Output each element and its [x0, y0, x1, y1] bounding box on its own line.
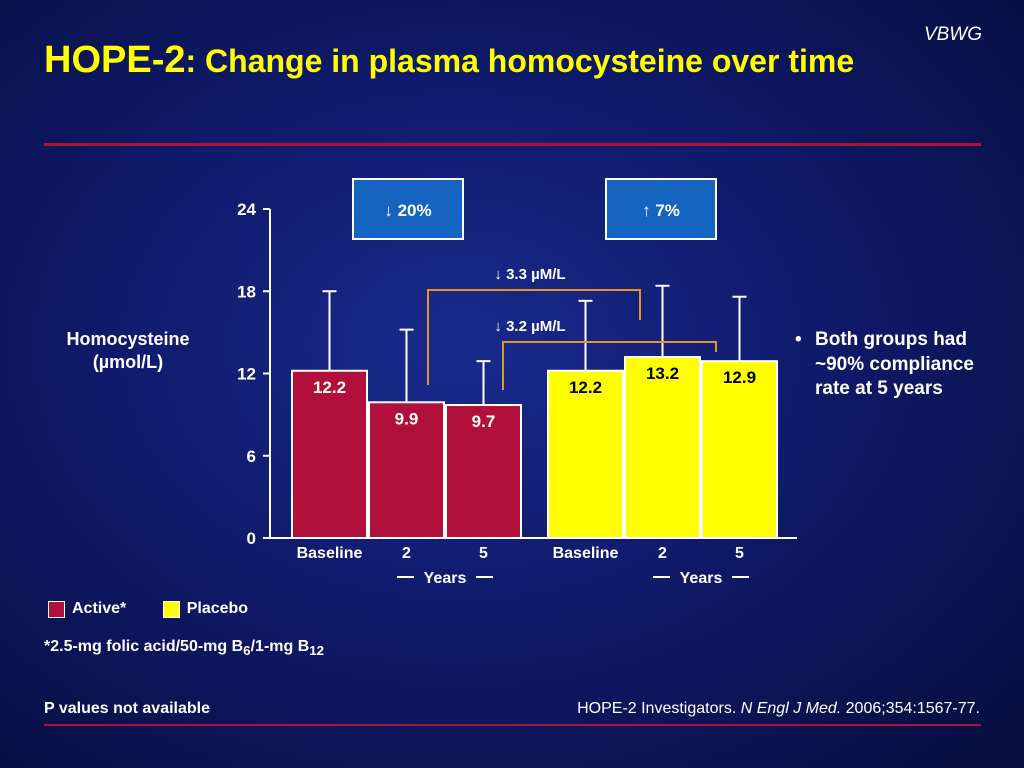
brand-label: VBWG [923, 24, 982, 45]
bar [445, 404, 522, 540]
y-axis-label-line2: (µmol/L) [92, 352, 164, 373]
bottom-divider [44, 724, 981, 726]
bullet-point: • Both groups had ~90% compliance rate a… [795, 328, 995, 402]
x-tick-label: 5 [479, 545, 488, 562]
bar-value-label: 12.2 [313, 378, 346, 397]
legend-item-placebo: Placebo [162, 600, 249, 618]
legend-label-placebo: Placebo [186, 600, 249, 617]
bar [624, 356, 701, 539]
x-tick-label: Baseline [297, 545, 363, 562]
footnote-sub-b6: 6 [243, 643, 251, 659]
citation-authors: HOPE-2 Investigators. [577, 700, 741, 717]
bar-value-label: 12.9 [723, 368, 756, 387]
footnote-text: *2.5-mg folic acid/50-mg B [44, 638, 244, 655]
dosage-footnote: *2.5-mg folic acid/50-mg B6/1-mg B12 [44, 638, 324, 658]
citation-journal: N Engl J Med. [740, 700, 842, 717]
comparison-label: ↓ 3.3 µM/L [494, 266, 565, 283]
bar [701, 360, 778, 539]
y-tick-label: 6 [247, 447, 256, 466]
bar-value-label: 9.9 [395, 409, 419, 428]
slide-title: HOPE-2: Change in plasma homocysteine ov… [44, 38, 944, 83]
bar [291, 369, 368, 539]
y-tick-label: 24 [237, 200, 256, 219]
bullet-text: Both groups had ~90% compliance rate at … [815, 329, 974, 400]
x-tick-label: Baseline [553, 545, 619, 562]
y-tick-label: 0 [247, 529, 256, 548]
years-caption: Years [424, 570, 467, 587]
legend-item-active: Active* [48, 600, 126, 618]
bar-value-label: 9.7 [472, 412, 496, 431]
change-box [605, 178, 717, 240]
x-tick-label: 2 [402, 545, 411, 562]
y-tick-label: 18 [237, 282, 256, 301]
years-caption: Years [680, 570, 723, 587]
citation: HOPE-2 Investigators. N Engl J Med. 2006… [577, 700, 980, 718]
title-divider [44, 143, 981, 146]
x-tick-label: 5 [735, 545, 744, 562]
y-axis-label: Homocysteine (µmol/L) [40, 328, 216, 375]
legend-swatch-active [48, 600, 65, 618]
legend-label-active: Active* [72, 600, 127, 617]
change-box-label: ↓ 20% [384, 201, 431, 220]
comparison-bracket [427, 289, 641, 385]
comparison-label: ↓ 3.2 µM/L [494, 318, 565, 335]
p-values-note: P values not available [44, 700, 211, 717]
comparison-bracket [502, 341, 717, 390]
footnote-mid: /1-mg B [250, 638, 310, 655]
y-axis-label-line1: Homocysteine [66, 329, 190, 349]
legend-swatch-placebo [162, 600, 180, 618]
change-box [352, 178, 464, 240]
bar [547, 369, 624, 539]
title-rest: : Change in plasma homocysteine over tim… [185, 43, 855, 79]
bullet-icon: • [795, 329, 802, 350]
bar [368, 401, 445, 539]
bar-value-label: 12.2 [569, 378, 602, 397]
footnote-sub-b12: 12 [309, 643, 325, 659]
y-tick-label: 12 [237, 365, 256, 384]
bar-value-label: 13.2 [646, 364, 679, 383]
legend: Active* Placebo [48, 600, 280, 623]
citation-ref: 2006;354:1567-77. [841, 700, 980, 717]
x-tick-label: 2 [658, 545, 667, 562]
title-main: HOPE-2 [44, 39, 186, 81]
change-box-label: ↑ 7% [642, 201, 680, 220]
